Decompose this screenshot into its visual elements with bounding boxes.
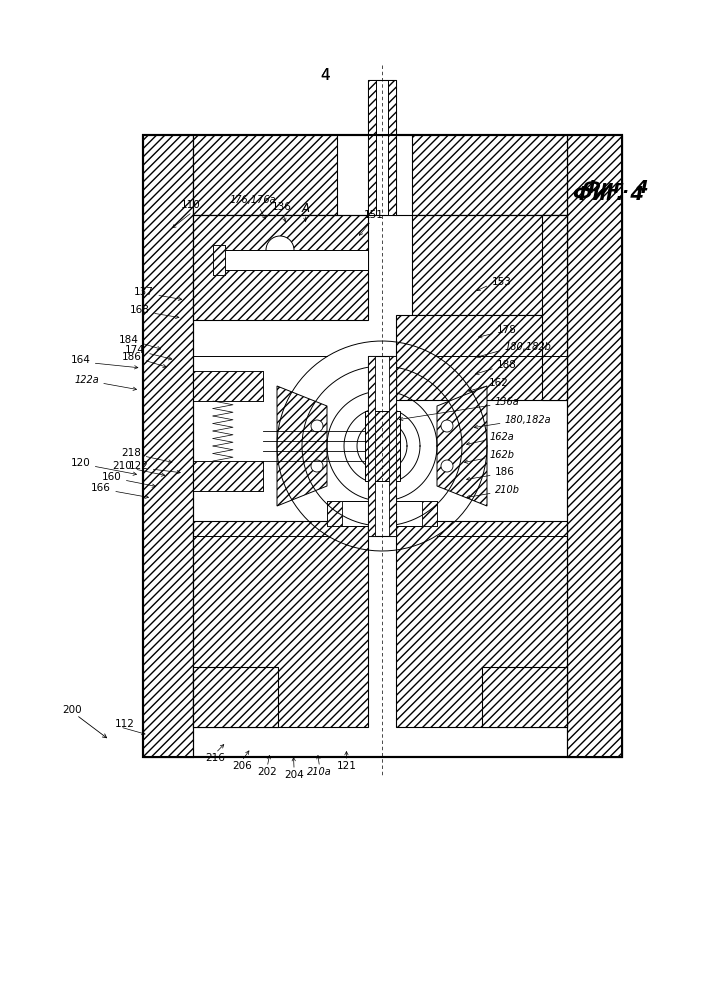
- Text: 166: 166: [91, 483, 111, 493]
- Text: 186: 186: [122, 352, 141, 362]
- Text: 122a: 122a: [74, 375, 99, 385]
- Text: 153: 153: [491, 277, 511, 287]
- Bar: [396, 521, 567, 727]
- Bar: [327, 501, 437, 526]
- Text: 210: 210: [112, 461, 132, 471]
- Circle shape: [441, 460, 453, 472]
- Text: Фиг. 4: Фиг. 4: [583, 179, 649, 197]
- Bar: [143, 135, 193, 757]
- Text: 218: 218: [122, 448, 141, 458]
- Text: 188: 188: [497, 360, 517, 370]
- Text: 210b: 210b: [495, 485, 520, 495]
- Text: 210a: 210a: [307, 767, 332, 777]
- Bar: [143, 135, 622, 757]
- Text: 180,182a: 180,182a: [505, 415, 551, 425]
- Text: A: A: [301, 202, 310, 215]
- Bar: [365, 411, 400, 481]
- Text: 202: 202: [257, 767, 277, 777]
- Text: 206: 206: [232, 761, 252, 771]
- Text: 4: 4: [320, 68, 330, 83]
- Text: 112: 112: [115, 719, 135, 729]
- Bar: [388, 80, 396, 135]
- Circle shape: [311, 420, 323, 432]
- Bar: [542, 215, 567, 400]
- Text: 216: 216: [206, 753, 226, 763]
- Bar: [193, 521, 368, 727]
- Bar: [482, 667, 567, 727]
- Text: 164: 164: [71, 355, 90, 365]
- Bar: [567, 135, 622, 757]
- Bar: [368, 356, 396, 536]
- Text: 120: 120: [71, 458, 90, 468]
- Circle shape: [441, 420, 453, 432]
- Text: 176,176a: 176,176a: [230, 195, 276, 205]
- Text: 186: 186: [495, 467, 515, 477]
- Text: 184: 184: [119, 335, 139, 345]
- Text: 180,182b: 180,182b: [505, 342, 551, 352]
- Bar: [388, 135, 396, 215]
- Text: 137: 137: [134, 287, 154, 297]
- Bar: [412, 215, 567, 315]
- Bar: [368, 80, 376, 135]
- Bar: [193, 215, 368, 320]
- Bar: [396, 315, 567, 400]
- Text: 136a: 136a: [495, 397, 520, 407]
- Bar: [389, 356, 396, 536]
- Bar: [193, 461, 263, 491]
- Bar: [193, 371, 263, 401]
- Bar: [368, 356, 375, 536]
- Bar: [422, 501, 437, 526]
- Bar: [193, 461, 263, 491]
- Bar: [213, 245, 225, 275]
- Text: 178: 178: [497, 325, 517, 335]
- Text: Фиг. 4: Фиг. 4: [573, 186, 643, 205]
- Bar: [412, 135, 567, 215]
- Bar: [223, 250, 368, 270]
- Circle shape: [311, 460, 323, 472]
- Bar: [368, 135, 376, 215]
- Text: 162a: 162a: [489, 432, 514, 442]
- Text: 200: 200: [62, 705, 82, 715]
- Text: 122: 122: [129, 461, 148, 471]
- Bar: [193, 371, 263, 401]
- Bar: [368, 80, 396, 135]
- Bar: [193, 667, 278, 727]
- Bar: [193, 135, 337, 215]
- Text: 136: 136: [271, 202, 291, 212]
- Text: 162b: 162b: [489, 450, 514, 460]
- Text: 174: 174: [125, 345, 145, 355]
- Polygon shape: [437, 386, 487, 506]
- Text: 121: 121: [337, 761, 356, 771]
- Bar: [213, 245, 225, 275]
- Text: 4: 4: [320, 68, 330, 83]
- Bar: [143, 135, 622, 757]
- Text: 168: 168: [130, 305, 150, 315]
- Text: 204: 204: [284, 770, 304, 780]
- Text: 151: 151: [363, 210, 383, 220]
- Bar: [327, 501, 342, 526]
- Text: 160: 160: [102, 472, 122, 482]
- Bar: [368, 135, 396, 215]
- Polygon shape: [277, 386, 327, 506]
- Text: 110: 110: [181, 200, 201, 210]
- Text: 162: 162: [489, 378, 509, 388]
- Circle shape: [266, 236, 294, 264]
